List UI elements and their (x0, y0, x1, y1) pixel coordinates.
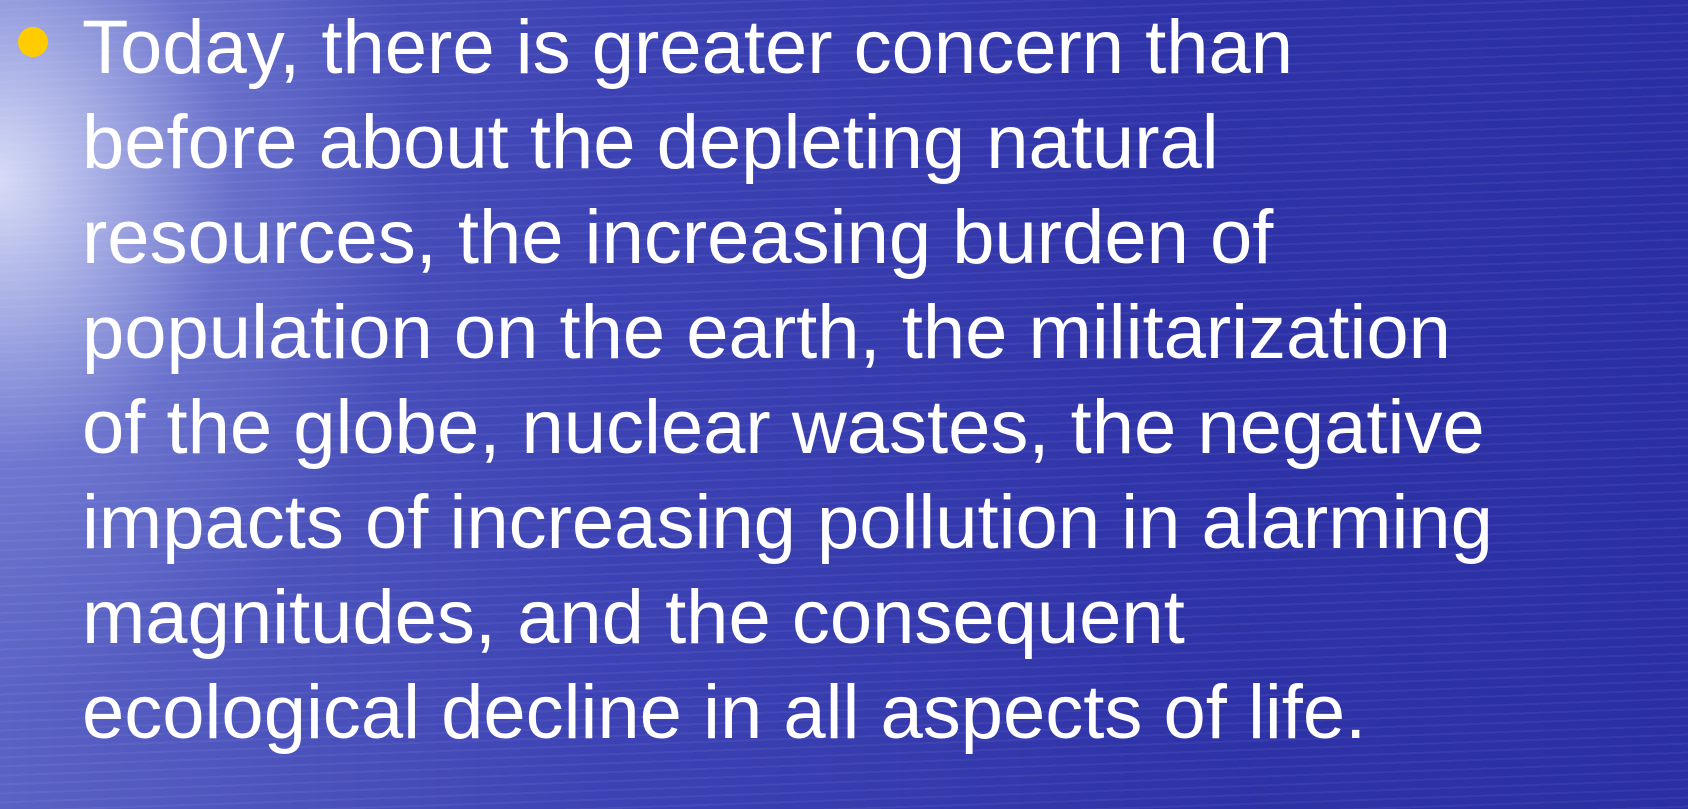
text-line: magnitudes, and the consequent (82, 575, 1185, 660)
text-line: impacts of increasing pollution in alarm… (82, 480, 1493, 565)
text-line: population on the earth, the militarizat… (82, 290, 1451, 375)
text-line: Today, there is greater concern than (82, 5, 1294, 90)
text-line: ecological decline in all aspects of lif… (82, 670, 1367, 755)
bullet (18, 27, 48, 57)
text-line: before about the depleting natural (82, 100, 1219, 185)
text-line: of the globe, nuclear wastes, the negati… (82, 385, 1485, 470)
bullet-text: Today, there is greater concern than befo… (82, 0, 1493, 760)
text-line: resources, the increasing burden of (82, 195, 1274, 280)
